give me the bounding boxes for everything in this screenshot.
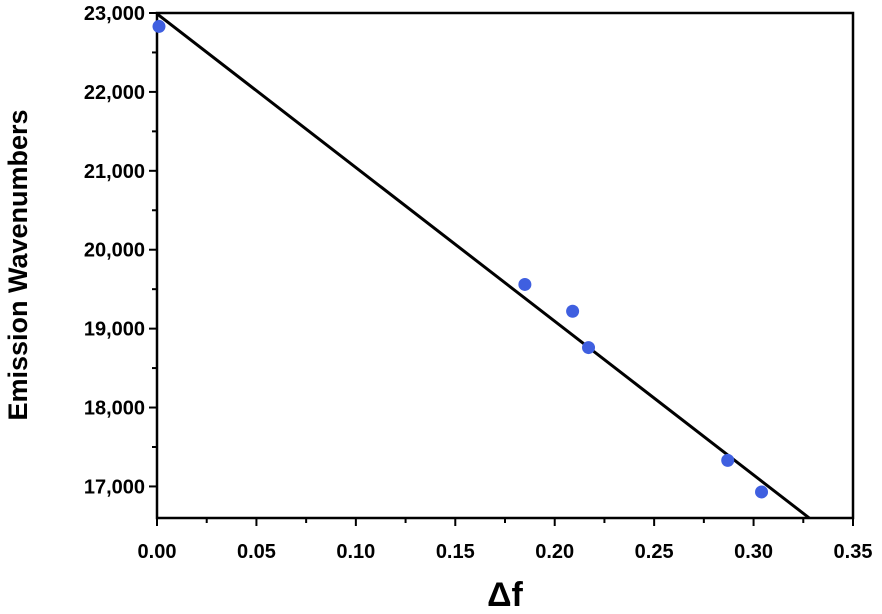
- y-axis-ticks: 17,000 18,000 19,000 20,000 21,000 22,000 23,0…: [84, 3, 157, 498]
- y-tick-label: 21,000: [84, 161, 145, 183]
- y-tick-label: 20,000: [84, 240, 145, 262]
- data-point: [152, 19, 166, 33]
- x-tick-label: 0.30: [734, 541, 773, 563]
- y-tick-label: 17,000: [84, 476, 145, 498]
- data-point: [755, 485, 769, 499]
- x-tick-label: 0.15: [436, 541, 475, 563]
- x-axis-ticks: 0.00 0.05 0.10 0.15 0.20 0.25 0.30 0.35: [138, 518, 873, 563]
- x-axis-title: Δf: [487, 576, 523, 614]
- x-tick-label: 0.25: [635, 541, 674, 563]
- x-tick-label: 0.05: [237, 541, 276, 563]
- y-tick-label: 22,000: [84, 82, 145, 104]
- x-tick-label: 0.00: [138, 541, 177, 563]
- data-points: [152, 19, 769, 499]
- y-tick-label: 23,000: [84, 3, 145, 25]
- data-point: [566, 304, 580, 318]
- y-tick-label: 19,000: [84, 319, 145, 341]
- y-axis-title: Emission Wavenumbers: [3, 109, 33, 420]
- x-tick-label: 0.20: [535, 541, 574, 563]
- x-tick-label: 0.35: [834, 541, 873, 563]
- y-tick-label: 18,000: [84, 398, 145, 420]
- x-tick-label: 0.10: [336, 541, 375, 563]
- plot-frame: [155, 11, 855, 520]
- data-point: [721, 453, 735, 467]
- data-point: [518, 277, 532, 291]
- data-point: [582, 341, 596, 355]
- linear-fit-line: [156, 12, 811, 520]
- fit-lines: [156, 12, 811, 520]
